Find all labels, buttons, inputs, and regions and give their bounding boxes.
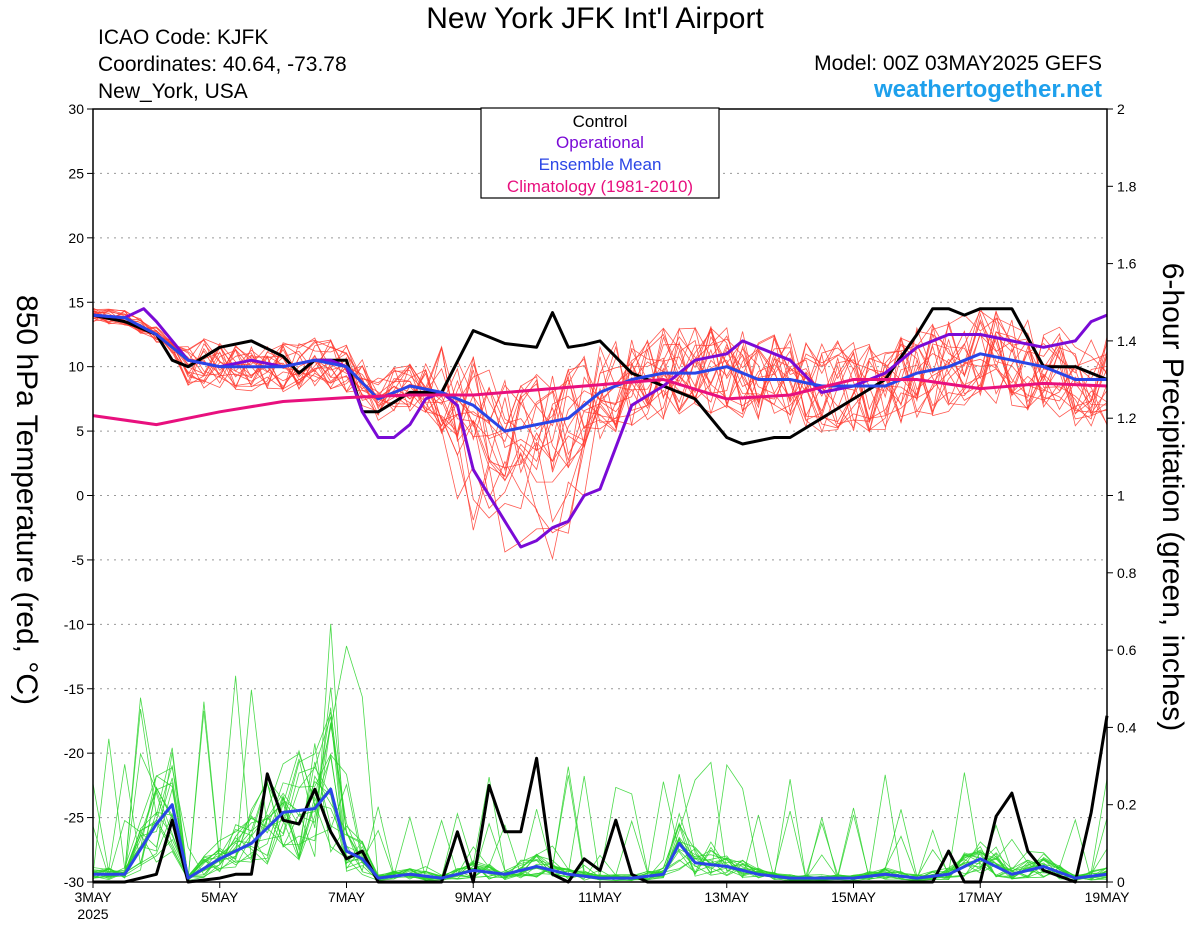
temperature-member-line	[92, 309, 1108, 561]
x-tick-label: 7MAY	[328, 889, 366, 905]
y-right-tick-label: 0.8	[1117, 565, 1137, 581]
legend-operational: Operational	[556, 133, 644, 152]
y-right-tick-label: 0.2	[1117, 797, 1137, 813]
precipitation-ensemble-mean-line	[93, 787, 1108, 880]
y-left-tick-label: 0	[76, 488, 84, 504]
temperature-member-line	[92, 317, 1108, 443]
y-left-tick-label: -15	[64, 681, 84, 697]
temperature-ensemble-mean-line	[92, 313, 1107, 433]
x-tick-label: 3MAY	[74, 889, 112, 905]
temperature-control-line	[92, 307, 1108, 446]
x-tick-label: 13MAY	[704, 889, 750, 905]
y-left-tick-label: 10	[68, 359, 84, 375]
y-right-tick-label: 0.6	[1117, 642, 1137, 658]
y-left-tick-label: -5	[72, 552, 85, 568]
precipitation-member-line	[92, 707, 1108, 882]
y-left-tick-label: -10	[64, 616, 84, 632]
legend-box	[480, 107, 720, 199]
y-right-tick-label: 1.2	[1117, 410, 1137, 426]
y-left-tick-label: -20	[64, 745, 84, 761]
grid-lines	[93, 172, 1107, 819]
y-right-tick-label: 1.6	[1117, 256, 1137, 272]
y-left-tick-label: -25	[64, 810, 84, 826]
temperature-climatology-1981-2010--line	[92, 378, 1108, 427]
precipitation-member-line	[92, 738, 1108, 882]
temperature-member-line	[92, 310, 1108, 553]
precipitation-control-line	[93, 715, 1109, 884]
x-tick-label: 5MAY	[201, 889, 239, 905]
icao-code: ICAO Code: KJFK	[98, 26, 269, 49]
x-tick-label: 9MAY	[455, 889, 493, 905]
y-right-tick-label: 1.4	[1117, 333, 1137, 349]
model-run: Model: 00Z 03MAY2025 GEFS	[814, 52, 1102, 75]
y-left-tick-label: 25	[68, 165, 84, 181]
x-tick-label: 11MAY	[578, 889, 622, 905]
axis-ticks: 302520151050-5-10-15-20-25-3021.81.61.41…	[64, 101, 1137, 922]
y-right-tick-label: 0	[1117, 874, 1125, 890]
site-link[interactable]: weathertogether.net	[873, 76, 1102, 103]
precipitation-member-line	[92, 722, 1108, 882]
legend-control: Control	[573, 112, 628, 131]
legend: Control Operational Ensemble Mean Climat…	[480, 107, 720, 199]
y-left-tick-label: 30	[68, 101, 84, 117]
y-right-tick-label: 1	[1117, 488, 1125, 504]
precipitation-member-line	[92, 675, 1108, 882]
legend-climatology: Climatology (1981-2010)	[507, 177, 693, 196]
precipitation-ensemble-members	[92, 623, 1108, 882]
legend-ensemble-mean: Ensemble Mean	[539, 155, 662, 174]
y-left-tick-label: 5	[76, 423, 84, 439]
y-left-tick-label: 20	[68, 230, 84, 246]
precipitation-member-line	[92, 723, 1108, 882]
x-tick-label: 19MAY	[1085, 889, 1131, 905]
chart-title: New York JFK Int'l Airport	[426, 2, 764, 35]
temperature-member-line	[92, 310, 1108, 482]
y-left-tick-label: -30	[64, 874, 84, 890]
x-year-label: 2025	[77, 906, 108, 922]
temperature-member-line	[92, 315, 1108, 473]
coordinates: Coordinates: 40.64, -73.78	[98, 53, 347, 76]
temperature-ensemble-members	[92, 307, 1108, 561]
temperature-member-line	[92, 316, 1108, 464]
y-right-tick-label: 0.4	[1117, 719, 1137, 735]
y-left-tick-label: 15	[68, 294, 84, 310]
location: New_York, USA	[98, 80, 248, 103]
x-tick-label: 15MAY	[831, 889, 877, 905]
x-tick-label: 17MAY	[958, 889, 1004, 905]
y-right-tick-label: 1.8	[1117, 178, 1137, 194]
y-right-tick-label: 2	[1117, 101, 1125, 117]
data-series	[92, 307, 1109, 884]
precipitation-member-line	[92, 623, 1108, 880]
